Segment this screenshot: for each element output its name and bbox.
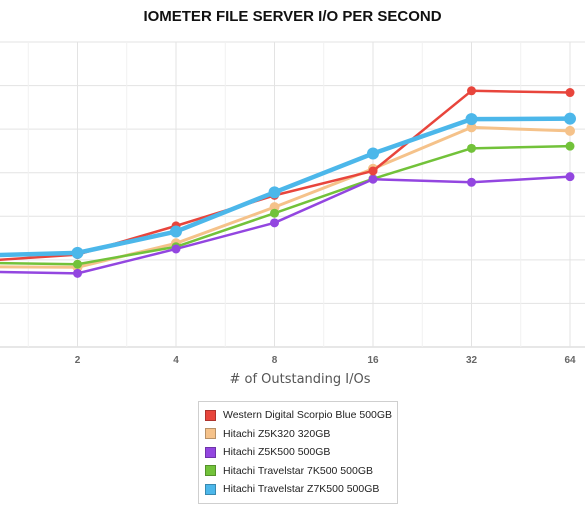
legend-label: Hitachi Travelstar 7K500 500GB <box>223 464 373 477</box>
x-tick-label: 2 <box>75 355 81 366</box>
series-4 <box>0 112 576 259</box>
data-point <box>270 218 279 228</box>
data-point <box>368 166 378 176</box>
legend-swatch <box>205 465 216 477</box>
x-tick-labels: 2 4 8 16 32 64 <box>75 355 576 366</box>
data-point <box>467 86 476 96</box>
data-point <box>367 147 379 160</box>
x-tick-label: 8 <box>272 355 278 366</box>
data-point <box>73 268 82 278</box>
data-point <box>171 244 181 254</box>
legend-item: Hitachi Z5K500 500GB <box>205 443 391 462</box>
legend-item: Hitachi Z5K320 320GB <box>205 425 391 444</box>
series-lines <box>0 86 576 278</box>
data-point <box>564 112 576 125</box>
legend: Western Digital Scorpio Blue 500GB Hitach… <box>198 401 398 504</box>
data-point <box>71 246 84 259</box>
x-tick-label: 32 <box>466 355 478 366</box>
data-point <box>565 125 575 136</box>
data-point <box>565 88 575 98</box>
data-point <box>170 225 182 238</box>
legend-item: Hitachi Travelstar 7K500 500GB <box>205 462 391 481</box>
legend-label: Hitachi Travelstar Z7K500 500GB <box>223 483 380 496</box>
data-point <box>368 174 378 184</box>
x-tick-label: 4 <box>173 355 179 366</box>
legend-item: Western Digital Scorpio Blue 500GB <box>205 406 393 425</box>
line-chart: 2 4 8 16 32 64 <box>0 41 585 366</box>
legend-swatch <box>205 483 216 495</box>
data-point <box>268 186 281 199</box>
x-tick-label: 16 <box>367 355 379 366</box>
data-point <box>270 208 279 218</box>
series-line <box>0 116 571 258</box>
legend-label: Western Digital Scorpio Blue 500GB <box>223 409 393 422</box>
data-point <box>565 141 575 151</box>
chart-title: IOMETER FILE SERVER I/O PER SECOND <box>143 8 442 25</box>
gridlines <box>0 41 585 348</box>
data-point <box>73 259 82 269</box>
legend-label: Hitachi Z5K320 320GB <box>223 427 331 440</box>
x-tick-label: 64 <box>564 355 576 366</box>
series-2 <box>0 172 575 278</box>
data-point <box>467 143 476 153</box>
legend-swatch <box>205 446 216 458</box>
series-line <box>0 144 571 266</box>
legend-swatch <box>205 409 216 421</box>
legend-swatch <box>205 428 216 440</box>
data-point <box>466 122 477 133</box>
series-0 <box>0 86 575 262</box>
series-line <box>0 175 571 275</box>
data-point <box>467 177 476 187</box>
x-axis-title: # of Outstanding I/Os <box>229 372 371 387</box>
data-point <box>565 172 575 182</box>
legend-label: Hitachi Z5K500 500GB <box>223 446 331 459</box>
legend-item: Hitachi Travelstar Z7K500 500GB <box>205 480 391 499</box>
data-point <box>465 113 478 126</box>
series-line <box>0 89 571 262</box>
